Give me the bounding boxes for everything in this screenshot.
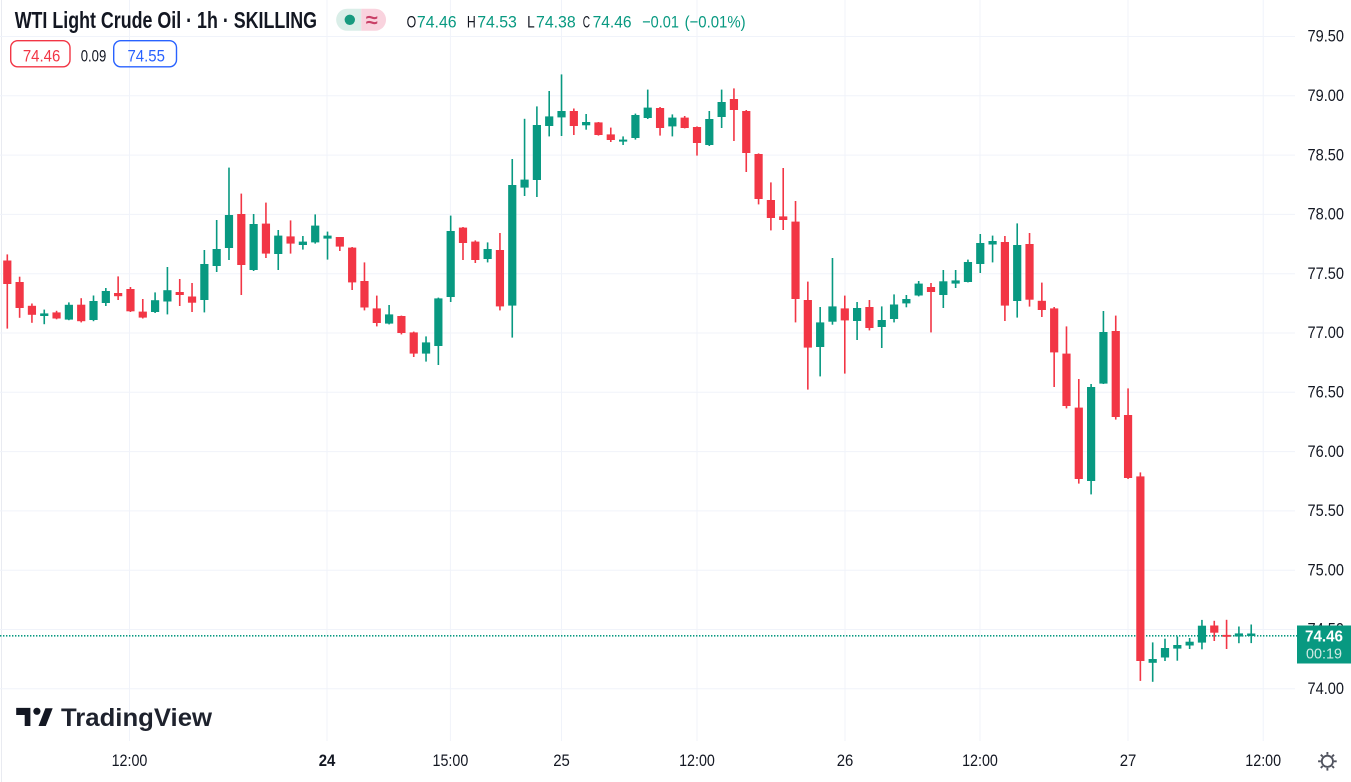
svg-text:H: H [467, 13, 476, 32]
svg-text:76.00: 76.00 [1308, 443, 1345, 461]
svg-text:TradingView: TradingView [61, 705, 213, 732]
svg-text:15:00: 15:00 [433, 752, 469, 770]
svg-text:24: 24 [319, 752, 336, 770]
svg-text:74.46: 74.46 [23, 46, 61, 65]
svg-text:74.38: 74.38 [536, 13, 576, 32]
svg-text:74.53: 74.53 [477, 13, 517, 32]
svg-text:27: 27 [1120, 752, 1137, 770]
svg-text:74.00: 74.00 [1308, 680, 1345, 698]
svg-text:77.50: 77.50 [1308, 265, 1345, 283]
svg-text:≈: ≈ [366, 9, 378, 32]
svg-text:26: 26 [837, 752, 854, 770]
svg-text:78.00: 78.00 [1308, 206, 1345, 224]
svg-text:12:00: 12:00 [1245, 752, 1281, 770]
svg-text:74.46: 74.46 [593, 13, 632, 32]
svg-text:−0.01: −0.01 [642, 13, 679, 32]
svg-text:74.46: 74.46 [417, 13, 457, 32]
svg-text:77.00: 77.00 [1308, 324, 1345, 342]
svg-text:78.50: 78.50 [1308, 146, 1345, 164]
svg-text:0.09: 0.09 [81, 46, 107, 65]
svg-text:74.55: 74.55 [127, 46, 165, 65]
svg-text:79.00: 79.00 [1308, 87, 1345, 105]
svg-text:74.46: 74.46 [1305, 629, 1343, 646]
svg-text:12:00: 12:00 [679, 752, 715, 770]
svg-text:L: L [527, 13, 535, 32]
svg-text:C: C [583, 13, 590, 32]
svg-text:(−0.01%): (−0.01%) [685, 13, 746, 32]
svg-text:12:00: 12:00 [112, 752, 148, 770]
svg-text:79.50: 79.50 [1308, 28, 1345, 46]
svg-text:WTI Light Crude Oil · 1h · SKI: WTI Light Crude Oil · 1h · SKILLING [15, 7, 317, 33]
svg-text:O: O [407, 13, 417, 32]
svg-text:75.50: 75.50 [1308, 502, 1345, 520]
svg-text:76.50: 76.50 [1308, 384, 1345, 402]
svg-text:25: 25 [553, 752, 570, 770]
svg-text:75.00: 75.00 [1308, 561, 1345, 579]
svg-text:00:19: 00:19 [1306, 647, 1342, 663]
svg-text:12:00: 12:00 [962, 752, 998, 770]
